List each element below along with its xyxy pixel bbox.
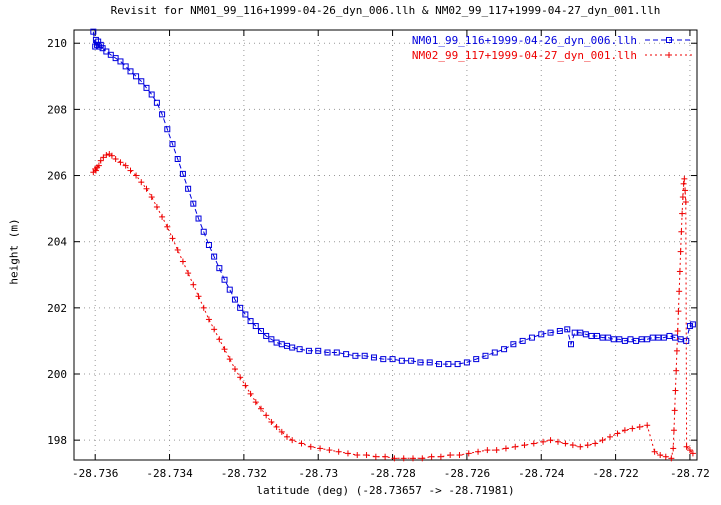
plot-frame — [73, 29, 698, 461]
legend-label: NM01_99_116+1999-04-26_dyn_006.llh — [412, 34, 637, 47]
x-axis-label: latitude (deg) (-28.73657 -> -28.71981) — [256, 484, 515, 497]
x-tick-label: -28.734 — [146, 467, 193, 480]
y-tick-label: 208 — [47, 103, 67, 116]
y-tick-label: 210 — [47, 37, 67, 50]
x-tick-label: -28.722 — [592, 467, 638, 480]
series-nm02 — [90, 151, 696, 462]
y-tick-label: 202 — [47, 302, 67, 315]
x-tick-label: -28.73 — [298, 467, 338, 480]
legend-label: NM02_99_117+1999-04-27_dyn_001.llh — [412, 49, 637, 62]
legend: NM01_99_116+1999-04-26_dyn_006.llh NM02_9… — [412, 34, 693, 62]
y-tick-label: 198 — [47, 434, 67, 447]
x-tick-label: -28.72 — [670, 467, 710, 480]
x-tick-label: -28.724 — [518, 467, 565, 480]
y-tick-label: 206 — [47, 170, 67, 183]
x-tick-label: -28.732 — [221, 467, 267, 480]
grid — [74, 30, 697, 460]
series-nm01 — [90, 28, 696, 368]
tick-labels: -28.736 -28.734 -28.732 -28.73 -28.728 -28.72… — [47, 37, 710, 480]
axis-ticks — [74, 30, 697, 460]
chart-title: Revisit for NM01_99_116+1999-04-26_dyn_0… — [110, 4, 661, 17]
x-tick-label: -28.736 — [72, 467, 118, 480]
y-tick-label: 200 — [47, 368, 67, 381]
x-tick-label: -28.726 — [444, 467, 490, 480]
y-tick-label: 204 — [47, 236, 67, 249]
y-axis-label: height (m) — [7, 218, 21, 285]
x-tick-label: -28.728 — [369, 467, 415, 480]
